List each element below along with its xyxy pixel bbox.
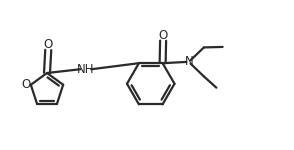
Text: NH: NH <box>77 63 94 76</box>
Text: O: O <box>158 29 168 42</box>
Text: O: O <box>44 38 53 51</box>
Text: N: N <box>185 56 193 68</box>
Text: O: O <box>22 78 31 91</box>
